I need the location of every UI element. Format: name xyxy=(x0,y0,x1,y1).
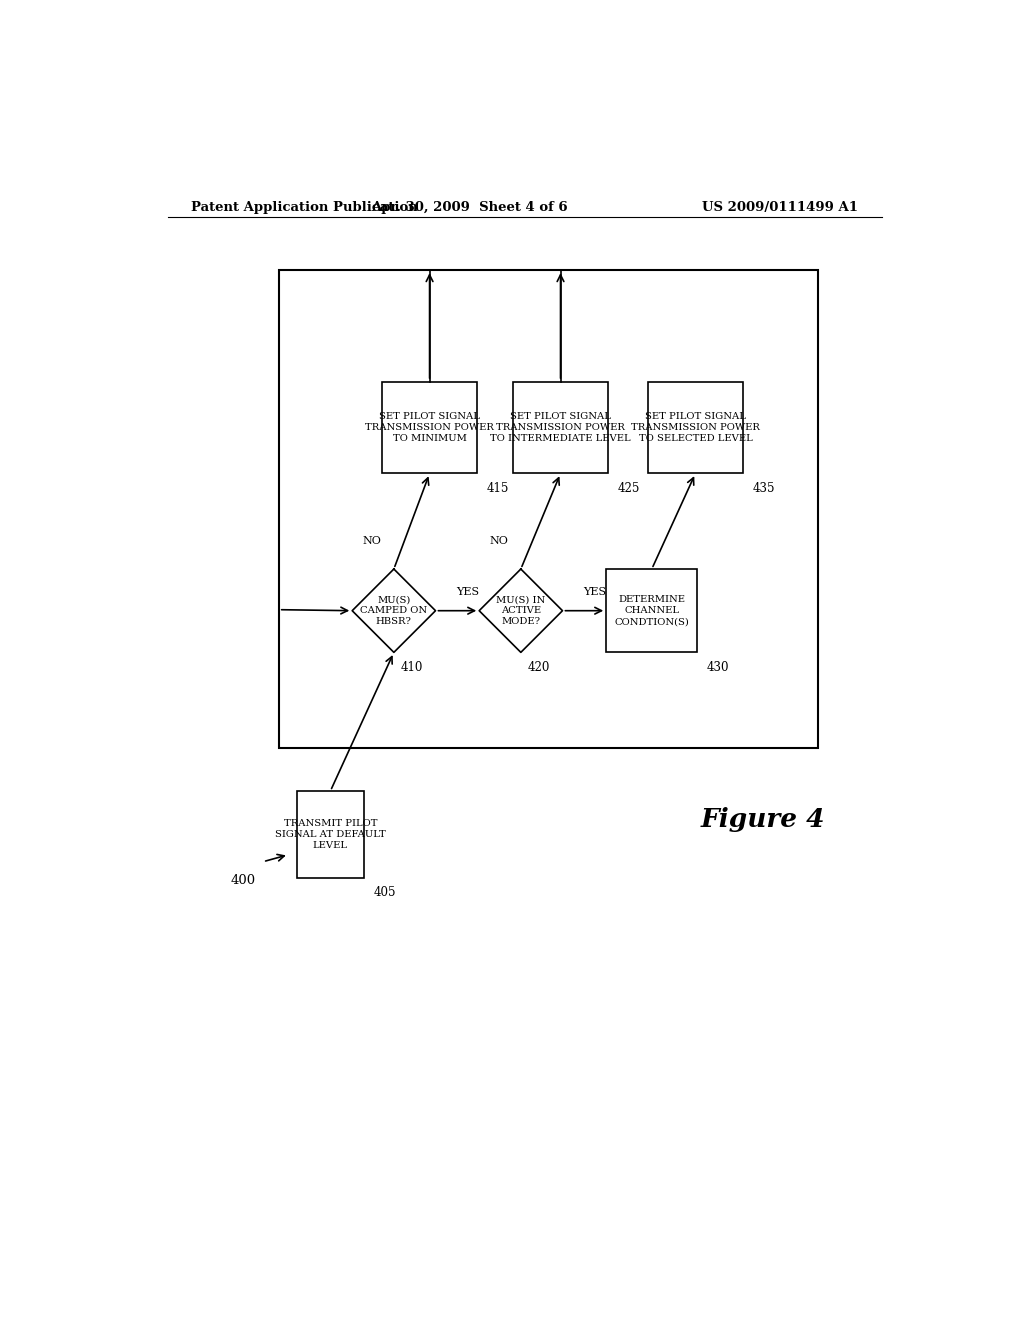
Polygon shape xyxy=(479,569,562,652)
Bar xyxy=(513,381,608,474)
Text: DETERMINE
CHANNEL
CONDTION(S): DETERMINE CHANNEL CONDTION(S) xyxy=(614,595,689,626)
Text: 415: 415 xyxy=(486,482,509,495)
Text: MU(S)
CAMPED ON
HBSR?: MU(S) CAMPED ON HBSR? xyxy=(360,595,427,626)
Text: Apr. 30, 2009  Sheet 4 of 6: Apr. 30, 2009 Sheet 4 of 6 xyxy=(371,201,567,214)
Text: 430: 430 xyxy=(707,660,729,673)
Bar xyxy=(648,381,743,474)
Text: 400: 400 xyxy=(230,874,256,887)
Text: YES: YES xyxy=(456,587,479,598)
Text: 420: 420 xyxy=(527,660,550,673)
Text: YES: YES xyxy=(583,587,606,598)
Bar xyxy=(297,791,365,878)
Text: NO: NO xyxy=(362,536,381,545)
Bar xyxy=(606,569,697,652)
Text: SET PILOT SIGNAL
TRANSMISSION POWER
TO MINIMUM: SET PILOT SIGNAL TRANSMISSION POWER TO M… xyxy=(366,412,494,444)
Text: Figure 4: Figure 4 xyxy=(700,807,825,832)
Text: SET PILOT SIGNAL
TRANSMISSION POWER
TO INTERMEDIATE LEVEL: SET PILOT SIGNAL TRANSMISSION POWER TO I… xyxy=(490,412,631,444)
Bar xyxy=(279,271,818,748)
Text: US 2009/0111499 A1: US 2009/0111499 A1 xyxy=(702,201,858,214)
Text: 410: 410 xyxy=(400,660,423,673)
Polygon shape xyxy=(352,569,435,652)
Text: 435: 435 xyxy=(753,482,775,495)
Text: SET PILOT SIGNAL
TRANSMISSION POWER
TO SELECTED LEVEL: SET PILOT SIGNAL TRANSMISSION POWER TO S… xyxy=(631,412,760,444)
Text: MU(S) IN
ACTIVE
MODE?: MU(S) IN ACTIVE MODE? xyxy=(497,595,546,626)
Bar xyxy=(382,381,477,474)
Text: 425: 425 xyxy=(617,482,640,495)
Text: TRANSMIT PILOT
SIGNAL AT DEFAULT
LEVEL: TRANSMIT PILOT SIGNAL AT DEFAULT LEVEL xyxy=(275,818,386,850)
Text: Patent Application Publication: Patent Application Publication xyxy=(191,201,418,214)
Text: NO: NO xyxy=(489,536,508,545)
Text: 405: 405 xyxy=(374,886,396,899)
